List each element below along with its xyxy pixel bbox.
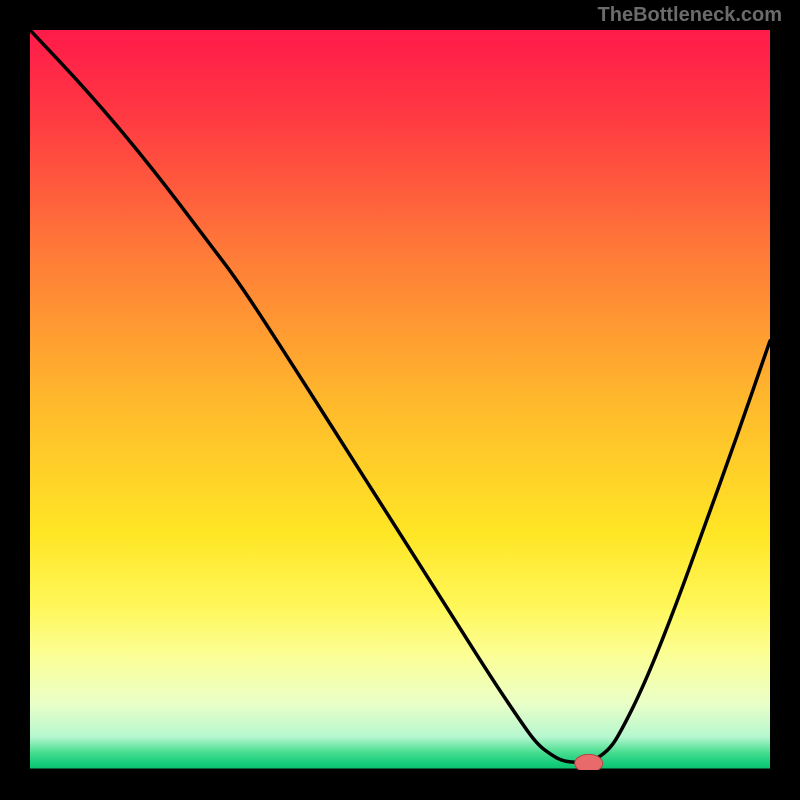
chart-container xyxy=(30,30,770,770)
gradient-background xyxy=(30,30,770,770)
optimal-point-marker xyxy=(575,754,603,770)
watermark-text: TheBottleneck.com xyxy=(598,4,782,27)
chart-svg xyxy=(30,30,770,770)
